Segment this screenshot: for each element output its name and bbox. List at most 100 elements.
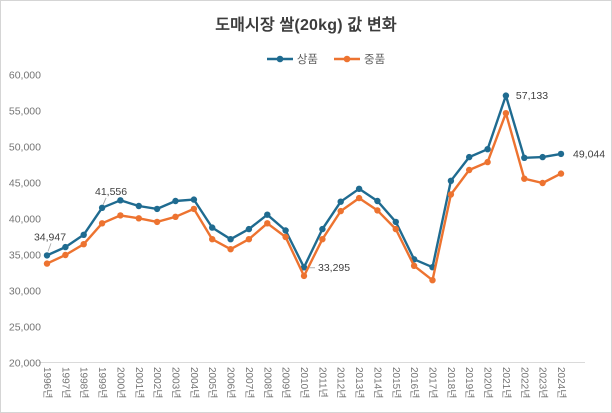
legend-item-중품[interactable]: 중품 <box>334 51 385 67</box>
data-point-중품-2024년[interactable] <box>557 170 565 177</box>
data-point-중품-2014년[interactable] <box>374 207 381 214</box>
x-axis-tick-label: 2014년 <box>371 367 383 398</box>
data-point-중품-2005년[interactable] <box>209 236 216 243</box>
y-axis-tick-label: 40,000 <box>9 214 41 226</box>
data-point-중품-2009년[interactable] <box>282 233 289 241</box>
x-axis-tick-label: 2001년 <box>133 367 145 398</box>
x-axis-tick-label: 2007년 <box>243 367 255 398</box>
x-axis-tick-label: 2013년 <box>353 367 365 398</box>
data-point-중품-2013년[interactable] <box>355 194 363 202</box>
data-point-중품-2015년[interactable] <box>392 225 399 233</box>
data-point-상품-1999년[interactable] <box>98 204 106 211</box>
data-point-중품-2007년[interactable] <box>245 236 253 243</box>
y-axis-tick-label: 30,000 <box>9 286 41 298</box>
data-point-상품-2003년[interactable] <box>172 197 179 205</box>
data-point-상품-2014년[interactable] <box>374 197 381 205</box>
data-point-중품-2020년[interactable] <box>484 158 491 166</box>
data-point-상품-2002년[interactable] <box>153 205 161 213</box>
x-axis-tick-label: 2021년 <box>500 367 512 398</box>
y-axis-tick-label: 55,000 <box>9 106 41 118</box>
data-point-상품-2013년[interactable] <box>355 185 363 192</box>
x-axis-tick-label: 2004년 <box>188 367 200 398</box>
x-axis-tick-label: 2018년 <box>445 367 457 398</box>
x-axis-tick-label: 1996년 <box>41 367 53 398</box>
data-label-49,044: 49,044 <box>573 148 605 160</box>
data-point-상품-1996년[interactable] <box>43 252 51 259</box>
data-point-상품-1997년[interactable] <box>62 243 69 251</box>
data-point-상품-2006년[interactable] <box>227 236 234 243</box>
data-point-중품-2010년[interactable] <box>300 272 308 280</box>
data-point-상품-2004년[interactable] <box>190 196 198 203</box>
x-axis-tick-label: 2023년 <box>537 367 549 398</box>
y-axis-tick-label: 35,000 <box>9 250 41 262</box>
data-point-상품-2000년[interactable] <box>117 197 124 204</box>
legend-marker-icon <box>266 55 293 63</box>
x-axis-tick-label: 2016년 <box>408 367 420 398</box>
data-point-중품-2019년[interactable] <box>466 166 473 174</box>
data-point-중품-2008년[interactable] <box>264 220 271 227</box>
data-point-중품-1997년[interactable] <box>62 251 69 259</box>
x-axis-tick-label: 2022년 <box>518 367 530 398</box>
data-point-상품-2018년[interactable] <box>447 177 455 184</box>
y-axis-tick-label: 20,000 <box>9 358 41 370</box>
data-point-중품-2012년[interactable] <box>337 207 344 215</box>
data-point-중품-2004년[interactable] <box>190 205 198 213</box>
legend-label: 상품 <box>296 54 318 66</box>
data-point-중품-2023년[interactable] <box>539 179 546 187</box>
data-point-중품-2021년[interactable] <box>502 110 510 117</box>
data-point-중품-2001년[interactable] <box>135 215 142 222</box>
data-point-중품-2002년[interactable] <box>153 218 161 226</box>
data-point-중품-2022년[interactable] <box>521 175 528 182</box>
data-point-중품-2018년[interactable] <box>447 191 455 198</box>
y-axis-tick-label: 45,000 <box>9 178 41 190</box>
data-point-상품-1998년[interactable] <box>80 231 87 238</box>
x-axis-tick-label: 2010년 <box>298 367 310 398</box>
data-label-33,295: 33,295 <box>318 262 350 274</box>
data-point-중품-1996년[interactable] <box>43 260 51 267</box>
y-axis-tick-label: 60,000 <box>9 70 41 82</box>
data-point-상품-2005년[interactable] <box>209 224 216 231</box>
data-point-상품-2022년[interactable] <box>521 154 528 161</box>
x-axis-tick-label: 2002년 <box>151 367 163 398</box>
x-axis-tick-label: 2017년 <box>427 367 439 398</box>
x-axis-tick-label: 2011년 <box>316 367 328 398</box>
data-point-중품-1998년[interactable] <box>80 241 87 248</box>
data-point-상품-2009년[interactable] <box>282 227 289 234</box>
y-axis-tick-label: 50,000 <box>9 142 41 154</box>
data-point-중품-2017년[interactable] <box>429 277 436 284</box>
legend-label: 중품 <box>364 54 386 66</box>
data-point-중품-2016년[interactable] <box>410 262 418 269</box>
chart-title: 도매시장 쌀(20kg) 값 변화 <box>215 17 397 34</box>
annotation-leader-line <box>102 197 107 205</box>
x-axis-tick-label: 2024년 <box>555 367 567 398</box>
data-point-상품-2011년[interactable] <box>319 225 326 233</box>
data-point-중품-2000년[interactable] <box>117 212 124 219</box>
data-point-상품-2015년[interactable] <box>392 218 399 226</box>
data-point-상품-2007년[interactable] <box>245 225 253 233</box>
data-point-중품-2011년[interactable] <box>319 236 326 243</box>
data-point-중품-1999년[interactable] <box>98 220 106 227</box>
legend-item-상품[interactable]: 상품 <box>266 51 318 67</box>
data-point-상품-2021년[interactable] <box>502 92 510 99</box>
data-point-상품-2010년[interactable] <box>300 264 308 271</box>
data-point-상품-2023년[interactable] <box>539 153 546 161</box>
data-point-상품-2012년[interactable] <box>337 198 344 205</box>
annotation-leader-line <box>47 243 52 252</box>
x-axis-tick-label: 2005년 <box>206 367 218 398</box>
x-axis-tick-label: 2019년 <box>463 367 475 398</box>
x-axis-tick-label: 1997년 <box>59 367 71 398</box>
x-axis-tick-label: 1999년 <box>96 367 108 398</box>
data-point-상품-2024년[interactable] <box>557 150 565 158</box>
x-axis-tick-label: 2008년 <box>261 367 273 398</box>
data-point-상품-2008년[interactable] <box>264 211 271 218</box>
data-point-중품-2003년[interactable] <box>172 213 179 220</box>
data-point-상품-2020년[interactable] <box>484 146 491 153</box>
legend-marker-icon <box>334 55 360 63</box>
x-axis-tick-label: 2009년 <box>280 367 292 398</box>
x-axis-tick-label: 1998년 <box>78 367 90 398</box>
data-point-상품-2019년[interactable] <box>466 153 473 161</box>
data-point-상품-2001년[interactable] <box>135 202 142 210</box>
data-point-중품-2006년[interactable] <box>227 246 234 253</box>
